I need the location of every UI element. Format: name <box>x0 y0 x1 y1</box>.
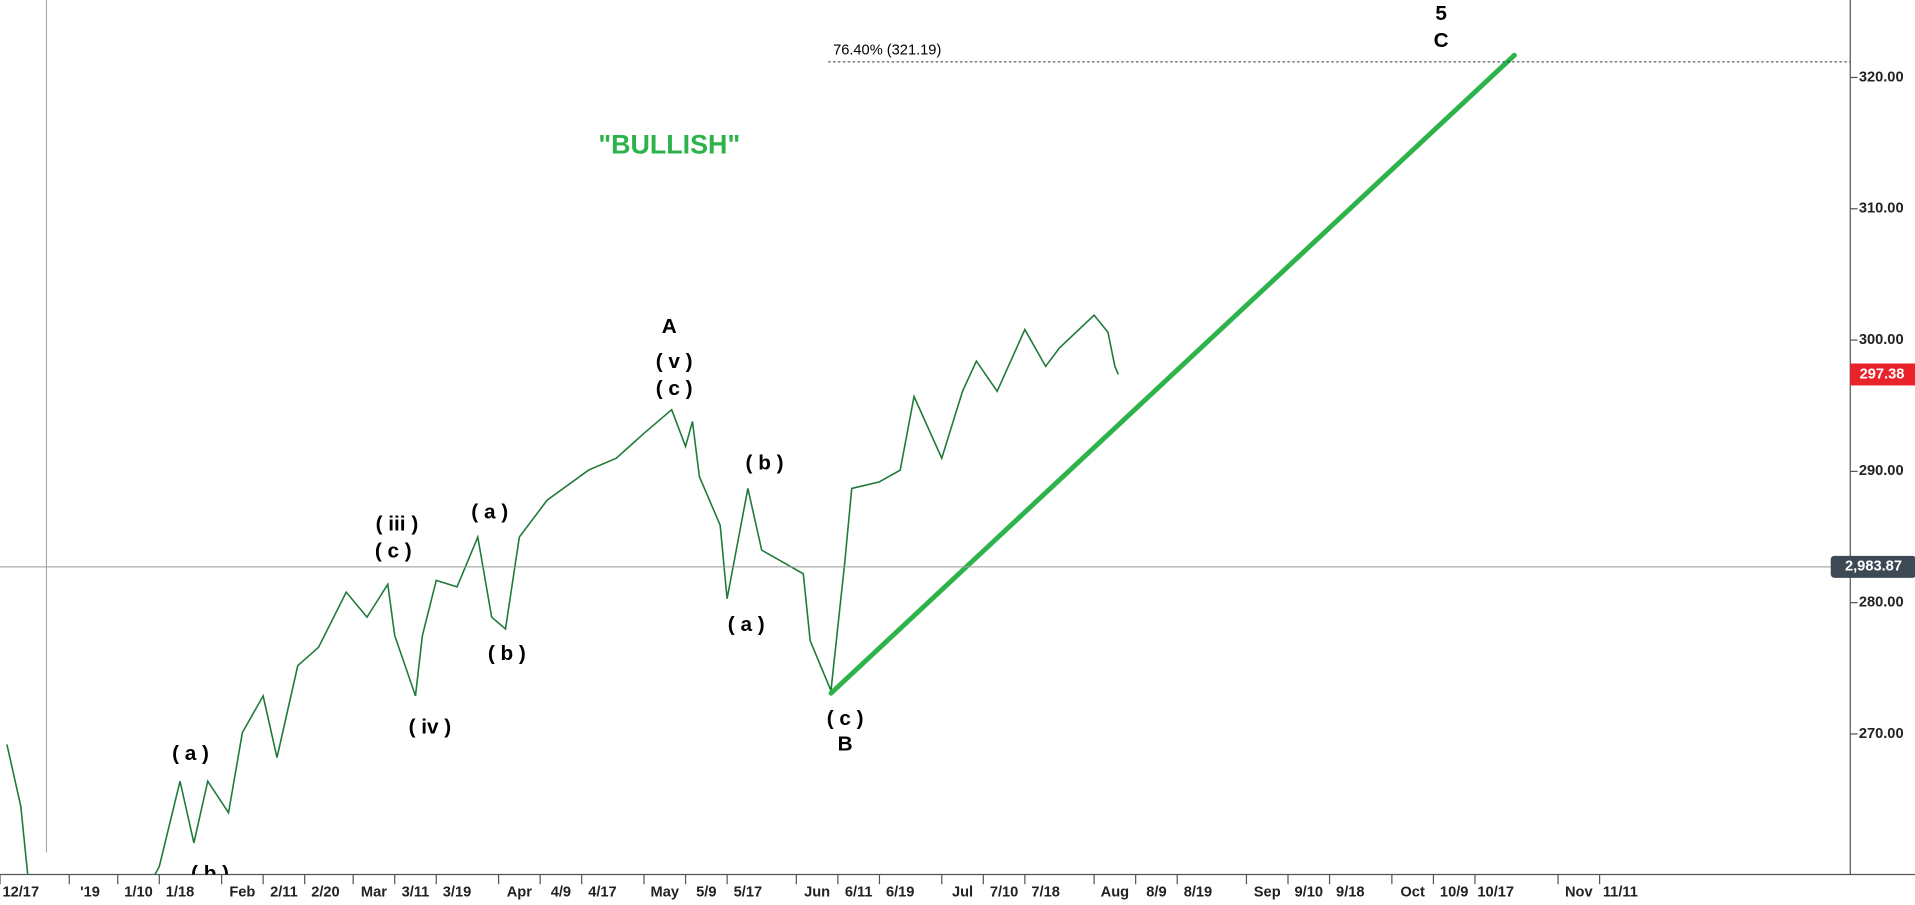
wave-label: ( b ) <box>488 642 526 665</box>
wave-label: 5 <box>1435 2 1447 25</box>
fib-label: 76.40% (321.19) <box>833 43 941 59</box>
x-tick-label: 6/19 <box>886 885 914 901</box>
crosshair-label: 2,983.87 <box>1845 559 1902 575</box>
y-tick-label: 280.00 <box>1859 595 1904 611</box>
x-tick-label: Jul <box>952 885 973 901</box>
wave-label: ( v ) <box>656 350 693 373</box>
x-tick-label: 5/9 <box>696 885 716 901</box>
price-line <box>6 313 1120 875</box>
x-tick-label: 2/11 <box>270 885 298 901</box>
x-tick-label: 1/10 <box>124 885 152 901</box>
y-tick-label: 300.00 <box>1859 332 1904 348</box>
x-tick-label: 2/20 <box>311 885 340 901</box>
wave-label: ( a ) <box>471 500 508 523</box>
x-tick-label: 9/18 <box>1336 885 1365 901</box>
x-tick-label: Jun <box>804 885 830 901</box>
x-tick-label: 12/17 <box>2 885 39 901</box>
x-tick-label: 3/19 <box>443 885 471 901</box>
x-tick-label: Oct <box>1400 885 1425 901</box>
x-tick-label: '19 <box>80 885 100 901</box>
x-tick-label: 7/10 <box>990 885 1019 901</box>
wave-label: B <box>838 732 853 755</box>
x-tick-label: 6/11 <box>845 885 873 901</box>
wave-label: ( iii ) <box>376 513 419 536</box>
crosshair-tag <box>1830 555 1915 578</box>
wave-label: ( c ) <box>827 707 864 730</box>
x-tick-label: 11/11 <box>1603 885 1638 901</box>
wave-label: ( c ) <box>656 377 693 400</box>
last-price-label: 297.38 <box>1860 366 1905 382</box>
wave-label: ( c ) <box>375 540 412 563</box>
y-tick-label: 310.00 <box>1859 201 1904 217</box>
x-tick-label: 1/18 <box>166 885 195 901</box>
trend-line <box>828 52 1517 696</box>
x-tick-label: 10/9 <box>1440 885 1469 901</box>
wave-label: ( b ) <box>746 452 784 475</box>
y-tick-label: 290.00 <box>1859 463 1904 479</box>
wave-label: ( b ) <box>191 862 229 885</box>
wave-label: ( a ) <box>172 742 209 765</box>
x-tick-label: 10/17 <box>1477 885 1514 901</box>
x-tick-label: 8/19 <box>1184 885 1213 901</box>
wave-label: C <box>1434 29 1449 52</box>
x-tick-label: 7/18 <box>1031 885 1059 901</box>
x-tick-label: May <box>651 885 680 901</box>
x-tick-label: 8/9 <box>1146 885 1166 901</box>
x-tick-label: Sep <box>1254 885 1281 901</box>
x-tick-label: Aug <box>1101 885 1129 901</box>
x-tick-label: 4/17 <box>588 885 617 901</box>
wave-label: ( a ) <box>728 613 765 636</box>
y-tick-label: 320.00 <box>1859 69 1904 85</box>
x-tick-label: 3/11 <box>402 885 430 901</box>
x-tick-label: Mar <box>361 885 387 901</box>
x-tick-label: Nov <box>1565 885 1594 901</box>
last-price-tag <box>1850 363 1915 386</box>
x-tick-label: Apr <box>507 885 533 901</box>
x-tick-label: 9/10 <box>1295 885 1324 901</box>
x-tick-label: Feb <box>229 885 255 901</box>
bias-label: "BULLISH" <box>598 130 740 160</box>
wave-label: A <box>662 315 677 338</box>
plot-area: ( b ) <box>6 52 1517 885</box>
x-tick-label: 4/9 <box>551 885 571 901</box>
y-tick-label: 270.00 <box>1859 726 1904 742</box>
x-tick-label: 5/17 <box>734 885 762 901</box>
wave-label: ( iv ) <box>409 715 452 738</box>
